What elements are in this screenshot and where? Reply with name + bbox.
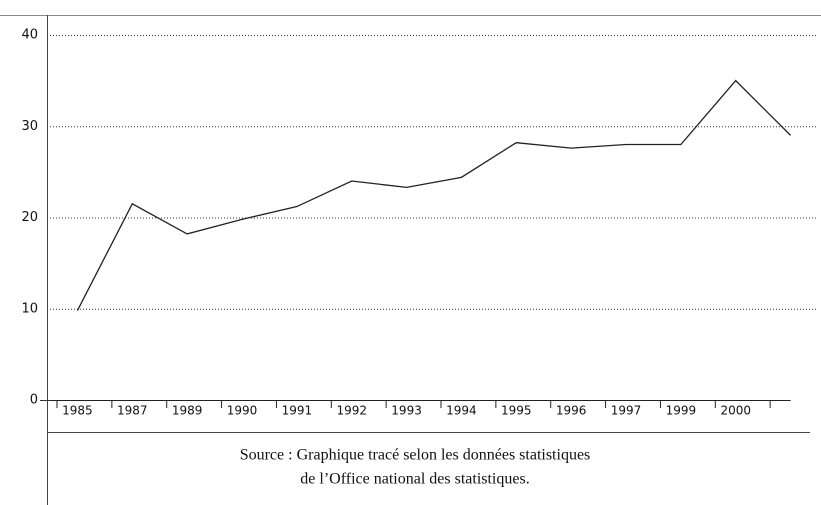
x-tick-label: 1991 [282,404,313,418]
x-tick-label: 1985 [62,404,93,418]
x-tick-label: 1987 [117,404,148,418]
data-line [76,79,792,311]
y-tick-label: 0 [30,393,38,408]
x-tick-label: 1989 [172,404,203,418]
y-tick-label: 30 [21,119,38,134]
x-tick-label: 1999 [666,404,697,418]
x-tick-label: 1994 [446,404,477,418]
y-tick-label: 20 [21,210,38,225]
x-tick-label: 1997 [611,404,642,418]
y-tick-label: 40 [21,28,38,43]
caption-line: de l’Office national des statistiques. [300,471,529,488]
x-tick-label: 1995 [501,404,532,418]
y-tick-label: 10 [21,301,38,316]
x-tick-label: 2000 [720,404,751,418]
caption-line: Source : Graphique tracé selon les donné… [240,447,591,464]
x-tick-label: 1990 [227,404,258,418]
x-tick-label: 1992 [336,404,367,418]
x-tick-label: 1996 [556,404,587,418]
x-tick-label: 1993 [391,404,422,418]
